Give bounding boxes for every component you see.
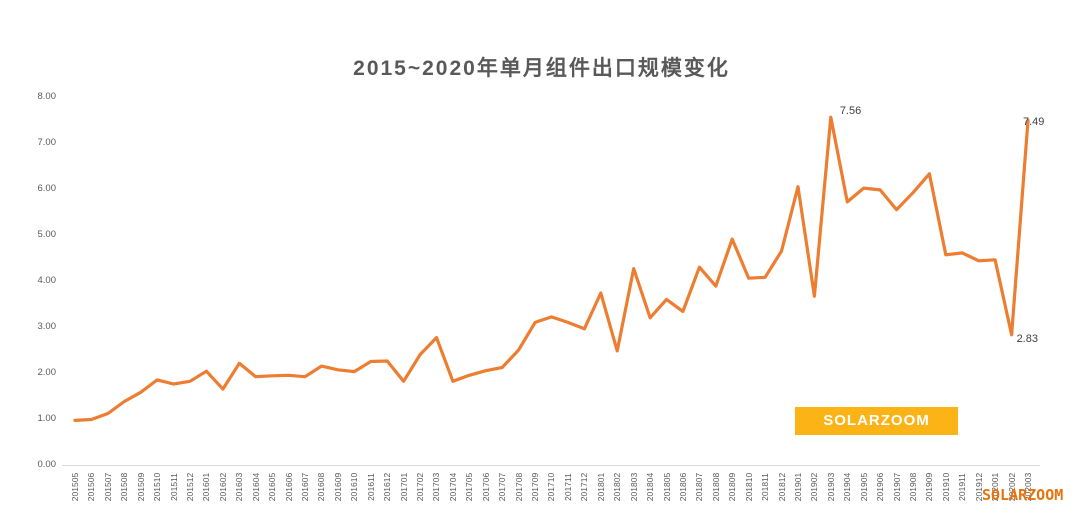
- x-axis-tick-label: 201909: [924, 472, 935, 502]
- x-axis-tick-label: 201812: [776, 472, 787, 502]
- x-axis-tick-label: 201908: [907, 472, 918, 502]
- x-axis-tick-label: 201806: [677, 472, 688, 502]
- x-axis-tick-label: 201801: [595, 472, 606, 502]
- x-axis-tick-label: 201608: [316, 472, 327, 502]
- x-axis-tick-label: 201508: [119, 472, 130, 502]
- x-axis-tick-label: 201702: [415, 472, 426, 502]
- x-axis-tick-label: 201712: [579, 472, 590, 502]
- y-axis-tick-label: 8.00: [37, 91, 57, 102]
- x-axis-tick-label: 201610: [349, 472, 360, 502]
- x-axis-tick-label: 201905: [858, 472, 869, 502]
- x-axis-tick-label: 201701: [398, 472, 409, 502]
- x-axis-tick-label: 201505: [70, 472, 80, 502]
- x-axis-tick-label: 201609: [332, 472, 343, 502]
- x-axis-tick-label: 201803: [628, 472, 639, 502]
- x-axis-tick-label: 201509: [135, 472, 146, 502]
- x-axis-tick-label: 201510: [152, 472, 163, 502]
- x-axis-tick-label: 201706: [480, 472, 491, 502]
- export-series-line: [73, 115, 1030, 422]
- x-axis-tick-label: 201708: [513, 472, 524, 502]
- x-axis-tick-label: 201602: [217, 472, 228, 502]
- x-axis-tick-label: 201604: [250, 472, 261, 502]
- x-axis-tick-label: 201710: [546, 472, 557, 502]
- y-axis-tick-label: 0.00: [37, 459, 57, 470]
- x-axis-tick-label: 201606: [283, 472, 294, 502]
- x-axis-tick-label: 201809: [727, 472, 738, 502]
- x-axis-tick-label: 201804: [645, 472, 656, 502]
- x-axis-tick-label: 201707: [497, 472, 508, 502]
- chart-title: 2015~2020年单月组件出口规模变化: [353, 57, 730, 80]
- x-axis-tick-label: 201805: [661, 472, 672, 502]
- x-axis-tick-label: 201807: [694, 472, 705, 502]
- data-point-label: 2.83: [1016, 332, 1038, 345]
- x-axis-tick-label: 201511: [168, 473, 179, 501]
- x-axis-tick-label: 201703: [431, 472, 442, 502]
- data-point-label: 7.56: [839, 105, 862, 118]
- x-axis-tick-label: 201607: [300, 472, 311, 502]
- x-axis-tick-label: 201810: [743, 472, 754, 502]
- x-axis-tick-label: 201601: [201, 472, 212, 502]
- solarzoom-watermark-badge: SOLARZOOM: [795, 407, 958, 435]
- solarzoom-watermark-corner: SOLARZOOM: [982, 486, 1064, 504]
- y-axis-tick-label: 1.00: [37, 413, 57, 424]
- x-axis-tick-label: 201705: [464, 472, 475, 502]
- x-axis-tick-label: 201611: [365, 473, 376, 501]
- y-axis-tick-label: 7.00: [37, 137, 57, 148]
- x-axis-tick-label: 201711: [562, 473, 573, 501]
- x-axis-tick-label: 201904: [842, 472, 853, 502]
- x-axis-tick-label: 201811: [760, 473, 771, 501]
- x-axis-tick-label: 201903: [825, 472, 836, 502]
- x-axis-tick-label: 201902: [809, 472, 820, 502]
- x-axis-tick-label: 201911: [957, 473, 968, 501]
- y-axis-tick-label: 2.00: [37, 367, 57, 378]
- x-axis-tick-label: 201704: [447, 472, 458, 502]
- x-axis-tick-label: 201906: [875, 472, 886, 502]
- x-axis-tick-label: 201901: [792, 472, 803, 502]
- x-axis-tick-label: 201709: [530, 472, 541, 502]
- x-axis-tick-label: 201506: [86, 472, 97, 502]
- x-axis-tick-label: 201603: [234, 472, 245, 502]
- y-axis-tick-label: 5.00: [37, 229, 57, 240]
- y-axis-tick-label: 4.00: [37, 275, 57, 286]
- x-axis-tick-label: 201612: [382, 472, 393, 502]
- x-axis-tick-label: 201512: [185, 472, 196, 502]
- x-axis-tick-label: 201507: [102, 472, 113, 502]
- y-axis-tick-label: 6.00: [37, 183, 57, 194]
- x-axis-tick-label: 201802: [612, 472, 623, 502]
- data-point-label: 7.49: [1022, 116, 1045, 129]
- x-axis-tick-label: 201907: [891, 472, 902, 502]
- x-axis-tick-label: 201808: [710, 472, 721, 502]
- y-axis-tick-label: 3.00: [37, 321, 57, 332]
- x-axis-tick-label: 201605: [267, 472, 278, 502]
- x-axis-tick-label: 201910: [940, 472, 951, 502]
